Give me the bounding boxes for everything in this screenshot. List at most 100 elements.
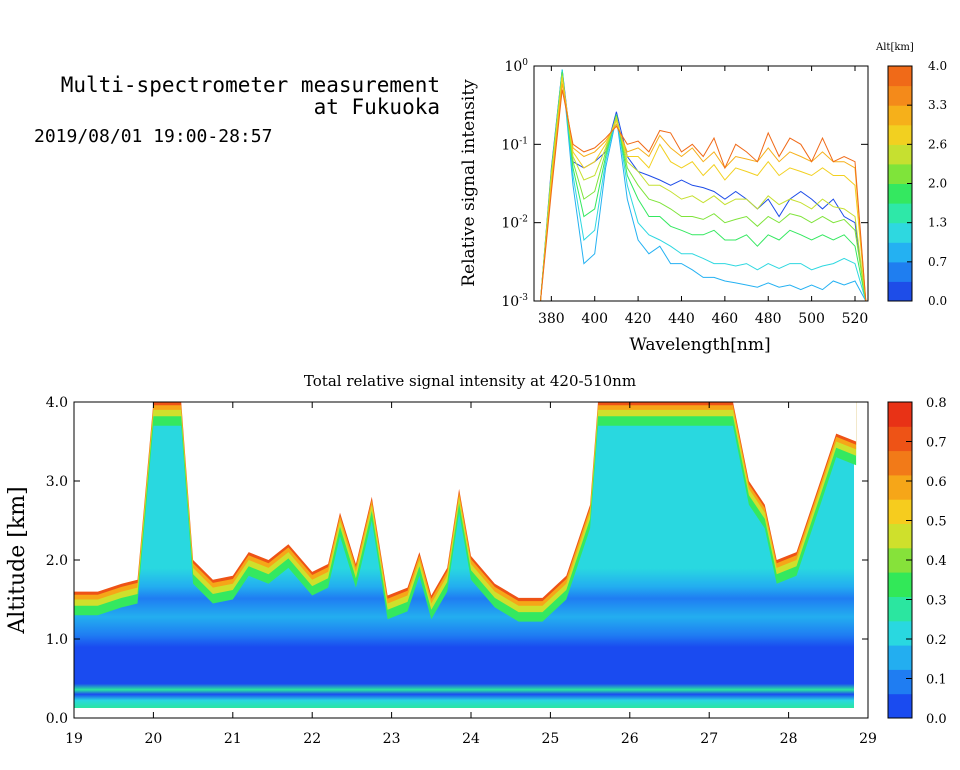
spectrum-series-4 [540, 73, 867, 302]
heatmap-clear-region [74, 402, 857, 598]
heatmap-title: Total relative signal intensity at 420-5… [304, 372, 636, 390]
heatmap-x-tick-label: 19 [65, 731, 83, 747]
intensity-colorbar-tick-label: 0.5 [926, 515, 947, 530]
intensity-colorbar-band [888, 596, 912, 622]
intensity-colorbar-band [888, 426, 912, 452]
spectrum-x-label: Wavelength[nm] [629, 335, 770, 355]
spectrum-series-8 [540, 89, 867, 302]
heatmap-x-tick-label: 25 [541, 731, 559, 747]
spectrum-plot-frame [533, 65, 869, 302]
intensity-colorbar-band [888, 523, 912, 549]
heatmap-y-tick-label: 2.0 [46, 553, 68, 569]
altitude-colorbar-band [888, 66, 912, 87]
intensity-colorbar-frame [887, 401, 913, 719]
spectrum-x-ticks: 380 400 420 440 460 480 500 520 [538, 66, 868, 327]
intensity-colorbar-band [888, 474, 912, 500]
intensity-colorbar: 0.0 0.1 0.2 0.3 0.4 0.5 0.6 0.7 0.8 [888, 396, 947, 727]
altitude-colorbar: 0.0 0.7 1.3 2.0 2.6 3.3 4.0 [888, 59, 947, 308]
altitude-colorbar-tick-label: 0.0 [928, 294, 947, 308]
heatmap-x-tick-label: 26 [621, 731, 639, 747]
intensity-colorbar-tick-label: 0.3 [926, 594, 947, 609]
spectrum-y-ticks: 10-3 10-2 10-1 100 [501, 58, 868, 310]
spectrum-x-tick-label: 480 [755, 311, 782, 327]
spectrum-x-tick-label: 460 [711, 311, 738, 327]
altitude-colorbar-band [888, 105, 912, 126]
intensity-colorbar-tick-label: 0.1 [926, 673, 947, 688]
altitude-colorbar-band [888, 242, 912, 263]
altitude-colorbar-tick-label: 4.0 [928, 59, 947, 73]
heatmap-chart: Total relative signal intensity at 420-5… [5, 372, 947, 747]
altitude-colorbar-band [888, 163, 912, 184]
intensity-colorbar-band [888, 402, 912, 427]
altitude-colorbar-band [888, 261, 912, 282]
heatmap-y-tick-label: 0.0 [46, 711, 68, 727]
altitude-colorbar-tick-label: 2.6 [928, 137, 947, 151]
altitude-colorbar-band [888, 183, 912, 204]
intensity-colorbar-tick-label: 0.2 [926, 633, 947, 648]
heatmap-y-tick-label: 1.0 [46, 632, 68, 648]
altitude-colorbar-label: Alt[km] [875, 42, 914, 53]
heatmap-x-tick-label: 20 [144, 731, 162, 747]
altitude-colorbar-tick-label: 3.3 [928, 98, 947, 112]
altitude-colorbar-tick-label: 0.7 [928, 255, 947, 269]
altitude-colorbar-band [888, 85, 912, 106]
intensity-colorbar-tick-label: 0.0 [926, 712, 947, 727]
intensity-colorbar-band [888, 693, 912, 719]
intensity-colorbar-tick-label: 0.8 [926, 396, 947, 411]
spectrum-series-group [540, 69, 867, 302]
spectrum-y-tick-label: 10-1 [501, 136, 528, 153]
intensity-colorbar-band [888, 645, 912, 670]
altitude-colorbar-band [888, 144, 912, 165]
intensity-colorbar-band [888, 572, 912, 597]
spectrum-y-tick-label: 10-3 [501, 293, 528, 310]
altitude-colorbar-band [888, 281, 912, 302]
heatmap-x-tick-label: 28 [780, 731, 798, 747]
spectrum-series-6 [540, 78, 867, 302]
heatmap-cloud-layer [74, 402, 857, 622]
spectrum-x-tick-label: 440 [668, 311, 695, 327]
spectrum-x-tick-label: 380 [538, 311, 565, 327]
spectrum-y-tick-label: 100 [504, 58, 528, 75]
spectrum-x-tick-label: 500 [798, 311, 825, 327]
spectrum-series-3 [540, 71, 867, 302]
spectrum-series-5 [540, 75, 867, 302]
heatmap-x-ticks: 19 20 21 22 23 24 25 26 27 28 29 [65, 402, 877, 747]
heatmap-x-tick-label: 22 [303, 731, 321, 747]
intensity-colorbar-tick-label: 0.7 [926, 436, 947, 451]
heatmap-y-label: Altitude [km] [5, 486, 30, 634]
altitude-colorbar-band [888, 222, 912, 243]
spectrum-y-label: Relative signal intensity [459, 79, 479, 287]
heatmap-x-tick-label: 29 [859, 731, 877, 747]
date-range: 2019/08/01 19:00-28:57 [34, 126, 273, 147]
intensity-colorbar-band [888, 669, 912, 695]
heatmap-x-tick-label: 27 [700, 731, 718, 747]
intensity-colorbar-band [888, 499, 912, 524]
altitude-colorbar-tick-label: 2.0 [928, 177, 947, 191]
heatmap-y-tick-label: 4.0 [46, 395, 68, 411]
heatmap-y-ticks: 0.0 1.0 2.0 3.0 4.0 [46, 395, 868, 727]
heatmap-y-tick-label: 3.0 [46, 474, 68, 490]
intensity-colorbar-band [888, 450, 912, 476]
spectrum-x-tick-label: 520 [842, 311, 869, 327]
spectrum-series-2 [540, 69, 867, 302]
intensity-colorbar-tick-label: 0.6 [926, 475, 947, 490]
altitude-colorbar-band [888, 124, 912, 145]
intensity-colorbar-tick-label: 0.4 [926, 554, 947, 569]
altitude-colorbar-frame [887, 65, 913, 302]
spectrum-x-tick-label: 400 [581, 311, 608, 327]
spectrum-series-1 [540, 69, 867, 302]
spectrum-y-tick-label: 10-2 [501, 215, 528, 232]
heatmap-x-tick-label: 23 [383, 731, 401, 747]
spectrum-chart: 380 400 420 440 460 480 500 520 10-3 10-2 10-1 100… [459, 42, 947, 355]
spectrum-x-tick-label: 420 [625, 311, 652, 327]
heatmap-x-tick-label: 24 [462, 731, 480, 747]
altitude-colorbar-tick-label: 1.3 [928, 216, 947, 230]
spectrum-series-0 [540, 69, 867, 302]
heatmap-x-tick-label: 21 [224, 731, 242, 747]
intensity-colorbar-band [888, 620, 912, 646]
title-line-1: Multi-spectrometer measurement [60, 73, 440, 97]
figure-title: Multi-spectrometer measurement at Fukuok… [12, 74, 440, 118]
title-line-2: at Fukuoka [313, 95, 440, 119]
altitude-colorbar-band [888, 203, 912, 224]
